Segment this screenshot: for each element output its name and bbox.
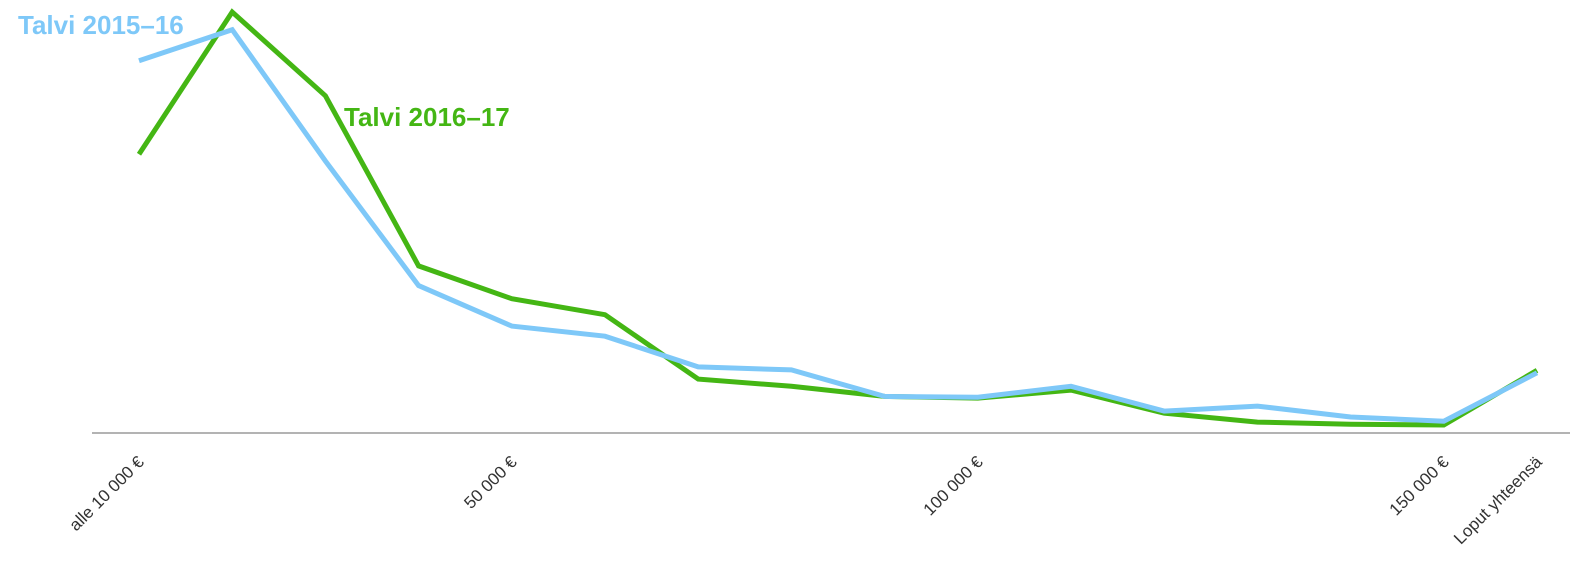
series-line-1 [136,8,1539,428]
x-tick-label: Loput yhteensä [1450,452,1546,548]
x-tick-label: 100 000 € [920,452,987,519]
series-line-0 [138,26,1539,424]
series-label-talvi-2016-17: Talvi 2016–17 [344,102,510,132]
x-tick-label: 50 000 € [460,452,521,513]
x-tick-label: 150 000 € [1386,452,1453,519]
x-tick-labels: alle 10 000 € 50 000 € 100 000 € 150 000 €L… [66,452,1547,548]
series-label-talvi-2015-16: Talvi 2015–16 [18,10,184,40]
series-layer [136,8,1539,428]
x-tick-label: alle 10 000 € [66,452,149,535]
